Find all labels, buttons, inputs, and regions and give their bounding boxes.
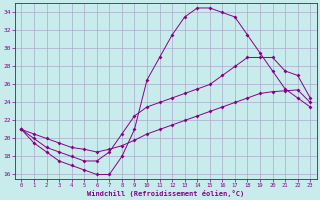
- X-axis label: Windchill (Refroidissement éolien,°C): Windchill (Refroidissement éolien,°C): [87, 190, 244, 197]
